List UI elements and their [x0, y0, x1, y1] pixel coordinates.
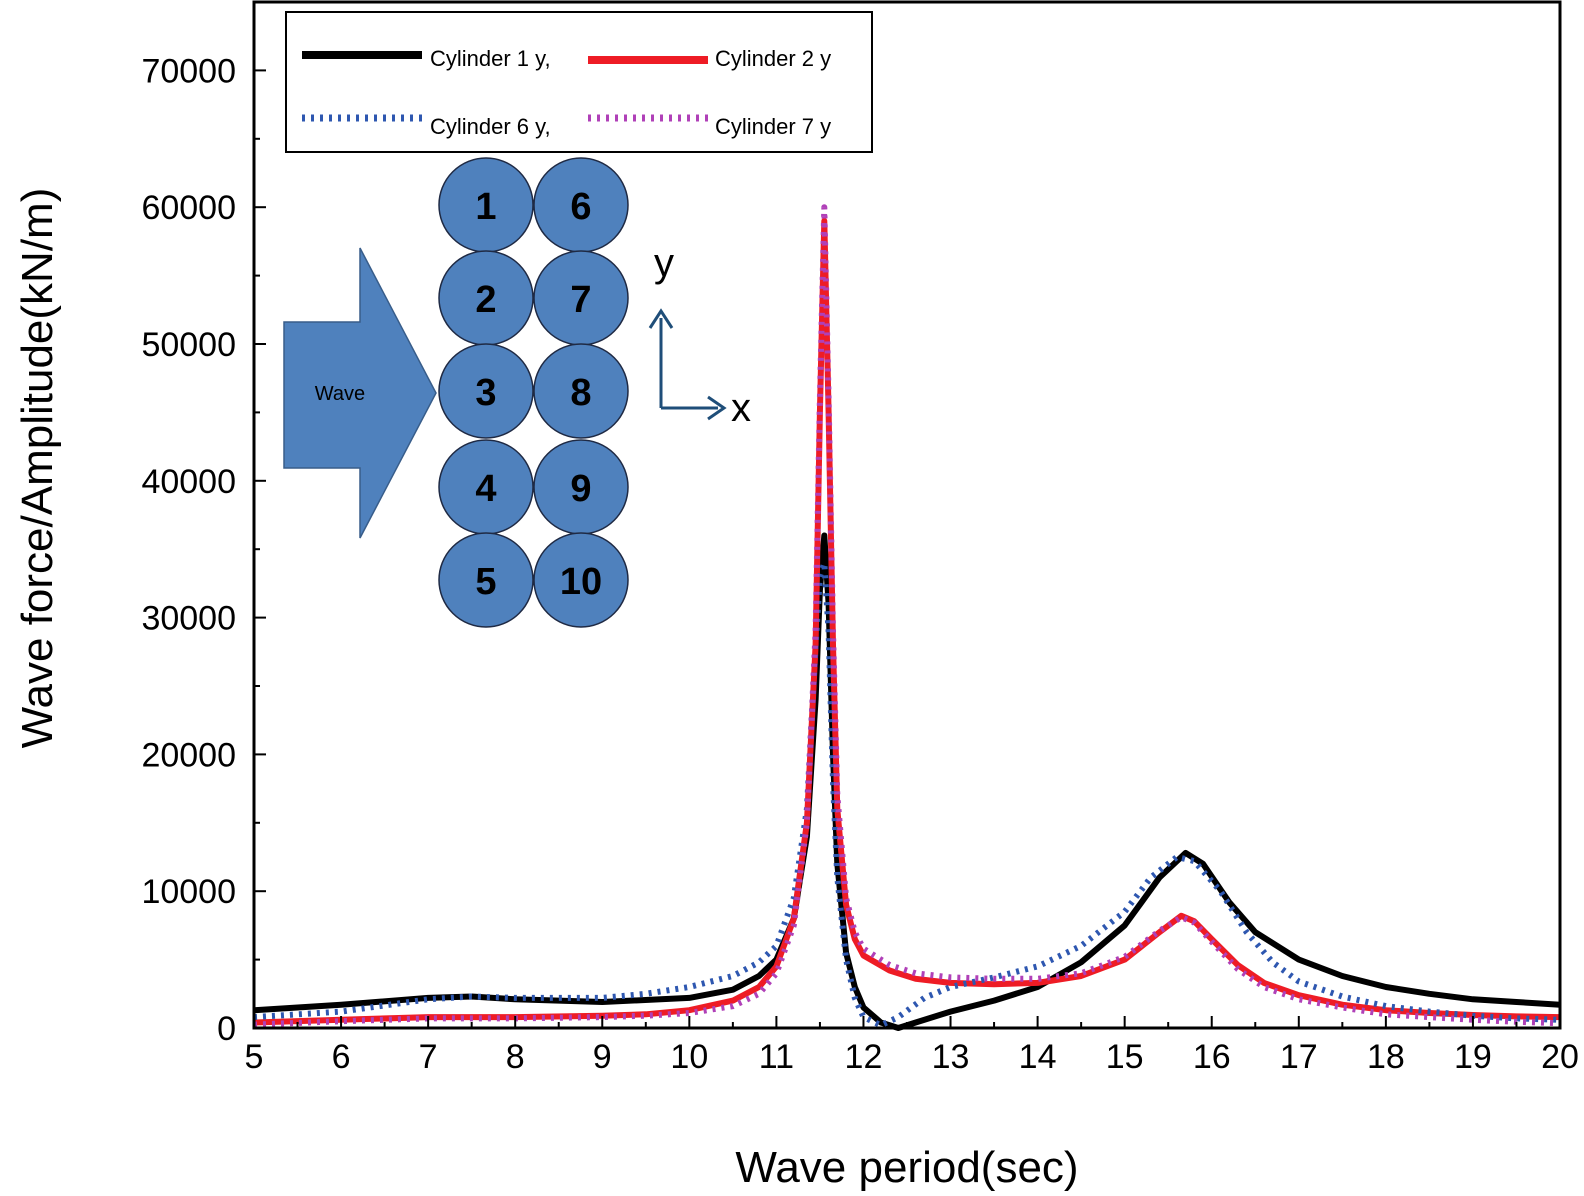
coordinate-axes: y x — [648, 241, 751, 430]
cylinder-10 — [533, 532, 629, 628]
x-tick-label-14: 14 — [1019, 1038, 1057, 1076]
legend-label-cylinder-2: Cylinder 2 y — [715, 46, 831, 71]
series-line-cylinder-7-y — [253, 204, 1561, 1028]
y-tick-label-40000: 40000 — [141, 463, 236, 501]
x-tick-label-15: 15 — [1106, 1038, 1144, 1076]
cylinder-5 — [438, 532, 534, 628]
y-tick-label-70000: 70000 — [141, 52, 236, 90]
y-tick-label-30000: 30000 — [141, 600, 236, 638]
cylinder-label-8: 8 — [570, 372, 591, 414]
inset-diagram: Wave 1 6 2 7 3 8 4 9 5 10 y x — [283, 157, 751, 628]
x-tick-label-12: 12 — [845, 1038, 883, 1076]
y-tick-label-50000: 50000 — [141, 326, 236, 364]
x-tick-label-11: 11 — [759, 1038, 794, 1076]
y-tick-label-10000: 10000 — [141, 873, 236, 911]
cylinder-label-6: 6 — [570, 186, 591, 228]
x-axis-arrow-head — [707, 395, 727, 421]
series-line-cylinder-2-y — [253, 217, 1561, 1026]
series-layer — [253, 204, 1561, 1031]
y-axis-arrow-head — [648, 308, 674, 329]
x-tick-label-5: 5 — [245, 1038, 264, 1076]
x-axis-title: Wave period(sec) — [735, 1143, 1078, 1192]
wave-label: Wave — [315, 383, 365, 405]
inset-x-label: x — [731, 386, 751, 430]
x-tick-label-19: 19 — [1454, 1038, 1492, 1076]
cylinder-label-2: 2 — [475, 279, 496, 321]
ticks-layer: 5 6 7 8 9 10 11 12 13 14 15 16 17 18 19 200100002000030… — [141, 52, 1578, 1076]
inset-y-label: y — [654, 241, 674, 285]
cylinder-3 — [438, 343, 534, 439]
series-line-cylinder-1-y — [253, 532, 1561, 1031]
cylinder-label-3: 3 — [475, 372, 496, 414]
x-tick-label-7: 7 — [419, 1038, 438, 1076]
x-tick-label-18: 18 — [1367, 1038, 1405, 1076]
cylinder-label-7: 7 — [570, 279, 591, 321]
y-axis-title: Wave force/Amplitude(kN/m) — [13, 188, 62, 749]
cylinder-label-1: 1 — [475, 186, 496, 228]
cylinder-label-9: 9 — [570, 468, 591, 510]
x-tick-label-9: 9 — [593, 1038, 612, 1076]
legend-label-cylinder-7: Cylinder 7 y — [715, 114, 831, 139]
wave-direction-arrow — [283, 247, 437, 539]
cylinder-label-5: 5 — [475, 561, 496, 603]
x-tick-label-10: 10 — [670, 1038, 708, 1076]
x-tick-label-17: 17 — [1280, 1038, 1318, 1076]
y-tick-label-20000: 20000 — [141, 736, 236, 774]
legend-box — [285, 11, 873, 153]
legend-label-cylinder-6: Cylinder 6 y, — [430, 114, 551, 139]
x-tick-label-13: 13 — [932, 1038, 970, 1076]
y-tick-label-0: 0 — [217, 1010, 236, 1048]
cylinder-8 — [533, 343, 629, 439]
x-tick-label-20: 20 — [1541, 1038, 1579, 1076]
x-tick-label-8: 8 — [506, 1038, 525, 1076]
cylinder-label-4: 4 — [475, 468, 496, 510]
cylinder-array: 1 6 2 7 3 8 4 9 5 10 — [438, 157, 629, 628]
legend: Cylinder 1 y, Cylinder 2 y Cylinder 6 y,… — [285, 11, 873, 153]
legend-label-cylinder-1: Cylinder 1 y, — [430, 46, 551, 71]
x-tick-label-16: 16 — [1193, 1038, 1231, 1076]
y-tick-label-60000: 60000 — [141, 189, 236, 227]
cylinder-label-10: 10 — [560, 561, 602, 603]
x-tick-label-6: 6 — [332, 1038, 351, 1076]
